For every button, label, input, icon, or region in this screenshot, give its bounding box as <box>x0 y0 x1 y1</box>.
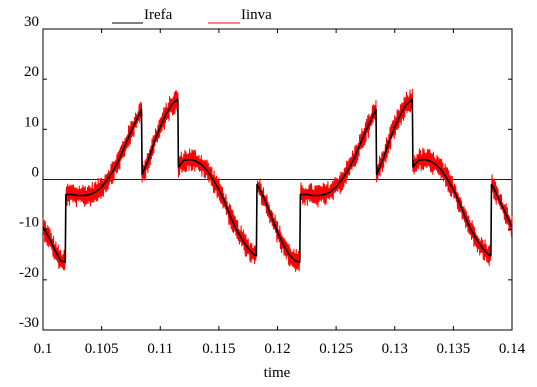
legend-label-irefa: Irefa <box>144 7 173 23</box>
y-tick-label: -10 <box>19 215 39 231</box>
y-tick-label: -20 <box>19 265 39 281</box>
y-tick-label: -30 <box>19 315 39 331</box>
x-tick-label: 0.12 <box>264 341 290 357</box>
x-tick-label: 0.115 <box>202 341 235 357</box>
x-tick-label: 0.1 <box>34 341 53 357</box>
y-tick-label: 10 <box>24 114 39 130</box>
y-tick-label: 20 <box>24 64 39 80</box>
x-tick-label: 0.11 <box>147 341 173 357</box>
y-tick-label: 30 <box>24 14 39 30</box>
series-line-iinva <box>42 88 513 273</box>
legend: Irefa Iinva <box>112 7 272 24</box>
series-group <box>42 88 513 273</box>
x-axis-title: time <box>264 365 291 381</box>
plot-area <box>42 28 513 331</box>
y-tick-label: 0 <box>32 165 40 181</box>
y-axis: -30 -20 -10 0 10 20 30 <box>19 14 512 331</box>
x-tick-label: 0.13 <box>382 341 408 357</box>
x-axis: 0.1 0.105 0.11 0.115 0.12 0.125 0.13 0.135 0.14 <box>34 29 526 357</box>
series-line-irefa <box>42 98 513 264</box>
x-tick-label: 0.125 <box>319 341 353 357</box>
x-tick-label: 0.135 <box>437 341 471 357</box>
x-tick-label: 0.105 <box>85 341 119 357</box>
legend-label-iinva: Iinva <box>241 7 272 23</box>
x-tick-label: 0.14 <box>499 341 526 357</box>
